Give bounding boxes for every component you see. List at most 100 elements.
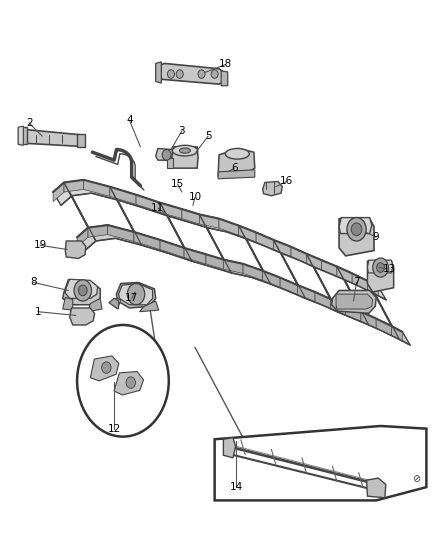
Circle shape bbox=[77, 325, 169, 437]
Circle shape bbox=[74, 280, 92, 301]
Polygon shape bbox=[158, 63, 226, 84]
Polygon shape bbox=[215, 426, 426, 500]
Polygon shape bbox=[119, 284, 152, 305]
Polygon shape bbox=[90, 356, 119, 381]
Polygon shape bbox=[65, 279, 98, 298]
Polygon shape bbox=[88, 225, 108, 237]
Polygon shape bbox=[367, 261, 394, 292]
Polygon shape bbox=[218, 169, 255, 179]
Ellipse shape bbox=[172, 146, 198, 156]
Polygon shape bbox=[199, 214, 219, 228]
Polygon shape bbox=[306, 254, 338, 312]
Ellipse shape bbox=[225, 149, 249, 159]
Polygon shape bbox=[167, 158, 173, 168]
Polygon shape bbox=[315, 292, 330, 309]
Polygon shape bbox=[297, 285, 315, 302]
Polygon shape bbox=[77, 225, 410, 345]
Text: 7: 7 bbox=[353, 278, 360, 287]
Polygon shape bbox=[20, 130, 83, 147]
Polygon shape bbox=[117, 282, 155, 308]
Polygon shape bbox=[63, 280, 100, 305]
Text: 6: 6 bbox=[231, 163, 237, 173]
Polygon shape bbox=[134, 232, 160, 249]
Polygon shape bbox=[18, 126, 23, 146]
Polygon shape bbox=[336, 294, 373, 309]
Circle shape bbox=[162, 150, 171, 160]
Polygon shape bbox=[70, 308, 95, 325]
Polygon shape bbox=[330, 299, 346, 315]
Text: 4: 4 bbox=[126, 115, 133, 125]
Polygon shape bbox=[218, 149, 255, 177]
Text: 1: 1 bbox=[35, 306, 41, 317]
Polygon shape bbox=[223, 260, 243, 273]
Circle shape bbox=[102, 362, 111, 373]
Text: ⊘: ⊘ bbox=[412, 474, 420, 484]
Polygon shape bbox=[182, 209, 199, 224]
Polygon shape bbox=[114, 372, 144, 395]
Text: 5: 5 bbox=[205, 131, 212, 141]
Polygon shape bbox=[184, 248, 206, 264]
Polygon shape bbox=[219, 219, 239, 235]
Circle shape bbox=[198, 70, 205, 78]
Polygon shape bbox=[392, 326, 403, 342]
Polygon shape bbox=[110, 187, 142, 245]
Circle shape bbox=[78, 285, 87, 296]
Polygon shape bbox=[18, 127, 27, 144]
Polygon shape bbox=[263, 271, 280, 287]
Text: 12: 12 bbox=[108, 424, 121, 434]
Text: 8: 8 bbox=[30, 278, 37, 287]
Polygon shape bbox=[337, 266, 369, 325]
Polygon shape bbox=[63, 297, 73, 310]
Polygon shape bbox=[77, 228, 88, 247]
Polygon shape bbox=[199, 214, 231, 273]
Polygon shape bbox=[263, 181, 283, 196]
Polygon shape bbox=[64, 180, 84, 192]
Text: 16: 16 bbox=[280, 176, 293, 187]
Polygon shape bbox=[77, 134, 85, 148]
Ellipse shape bbox=[180, 148, 191, 154]
Polygon shape bbox=[109, 298, 121, 309]
Polygon shape bbox=[206, 254, 223, 269]
Circle shape bbox=[167, 70, 174, 78]
Polygon shape bbox=[53, 180, 386, 300]
Polygon shape bbox=[367, 281, 378, 296]
Polygon shape bbox=[321, 260, 337, 276]
Text: 11: 11 bbox=[151, 203, 165, 213]
Polygon shape bbox=[160, 240, 184, 257]
Text: 18: 18 bbox=[219, 60, 232, 69]
Polygon shape bbox=[243, 264, 263, 280]
Text: 17: 17 bbox=[125, 293, 138, 303]
Polygon shape bbox=[239, 225, 271, 284]
Circle shape bbox=[127, 284, 145, 305]
Circle shape bbox=[211, 70, 218, 78]
Polygon shape bbox=[361, 312, 376, 328]
Polygon shape bbox=[172, 147, 198, 168]
Polygon shape bbox=[352, 273, 367, 290]
Polygon shape bbox=[155, 149, 177, 160]
Polygon shape bbox=[160, 203, 182, 219]
Circle shape bbox=[373, 258, 389, 277]
Polygon shape bbox=[367, 260, 393, 273]
Polygon shape bbox=[108, 225, 134, 241]
Circle shape bbox=[176, 70, 183, 78]
Polygon shape bbox=[280, 278, 297, 295]
Circle shape bbox=[351, 223, 362, 236]
Polygon shape bbox=[88, 298, 102, 312]
Text: 14: 14 bbox=[230, 482, 243, 492]
Polygon shape bbox=[223, 438, 236, 458]
Circle shape bbox=[126, 377, 135, 389]
Polygon shape bbox=[339, 217, 372, 233]
Polygon shape bbox=[332, 290, 376, 313]
Text: 10: 10 bbox=[188, 192, 201, 203]
Polygon shape bbox=[109, 298, 119, 309]
Polygon shape bbox=[337, 266, 352, 283]
Polygon shape bbox=[376, 319, 392, 336]
Text: 15: 15 bbox=[171, 179, 184, 189]
Polygon shape bbox=[140, 301, 159, 312]
Polygon shape bbox=[306, 254, 321, 270]
Polygon shape bbox=[65, 241, 86, 259]
Circle shape bbox=[347, 217, 366, 241]
Polygon shape bbox=[291, 247, 306, 263]
Polygon shape bbox=[155, 62, 161, 83]
Text: 13: 13 bbox=[383, 264, 396, 274]
